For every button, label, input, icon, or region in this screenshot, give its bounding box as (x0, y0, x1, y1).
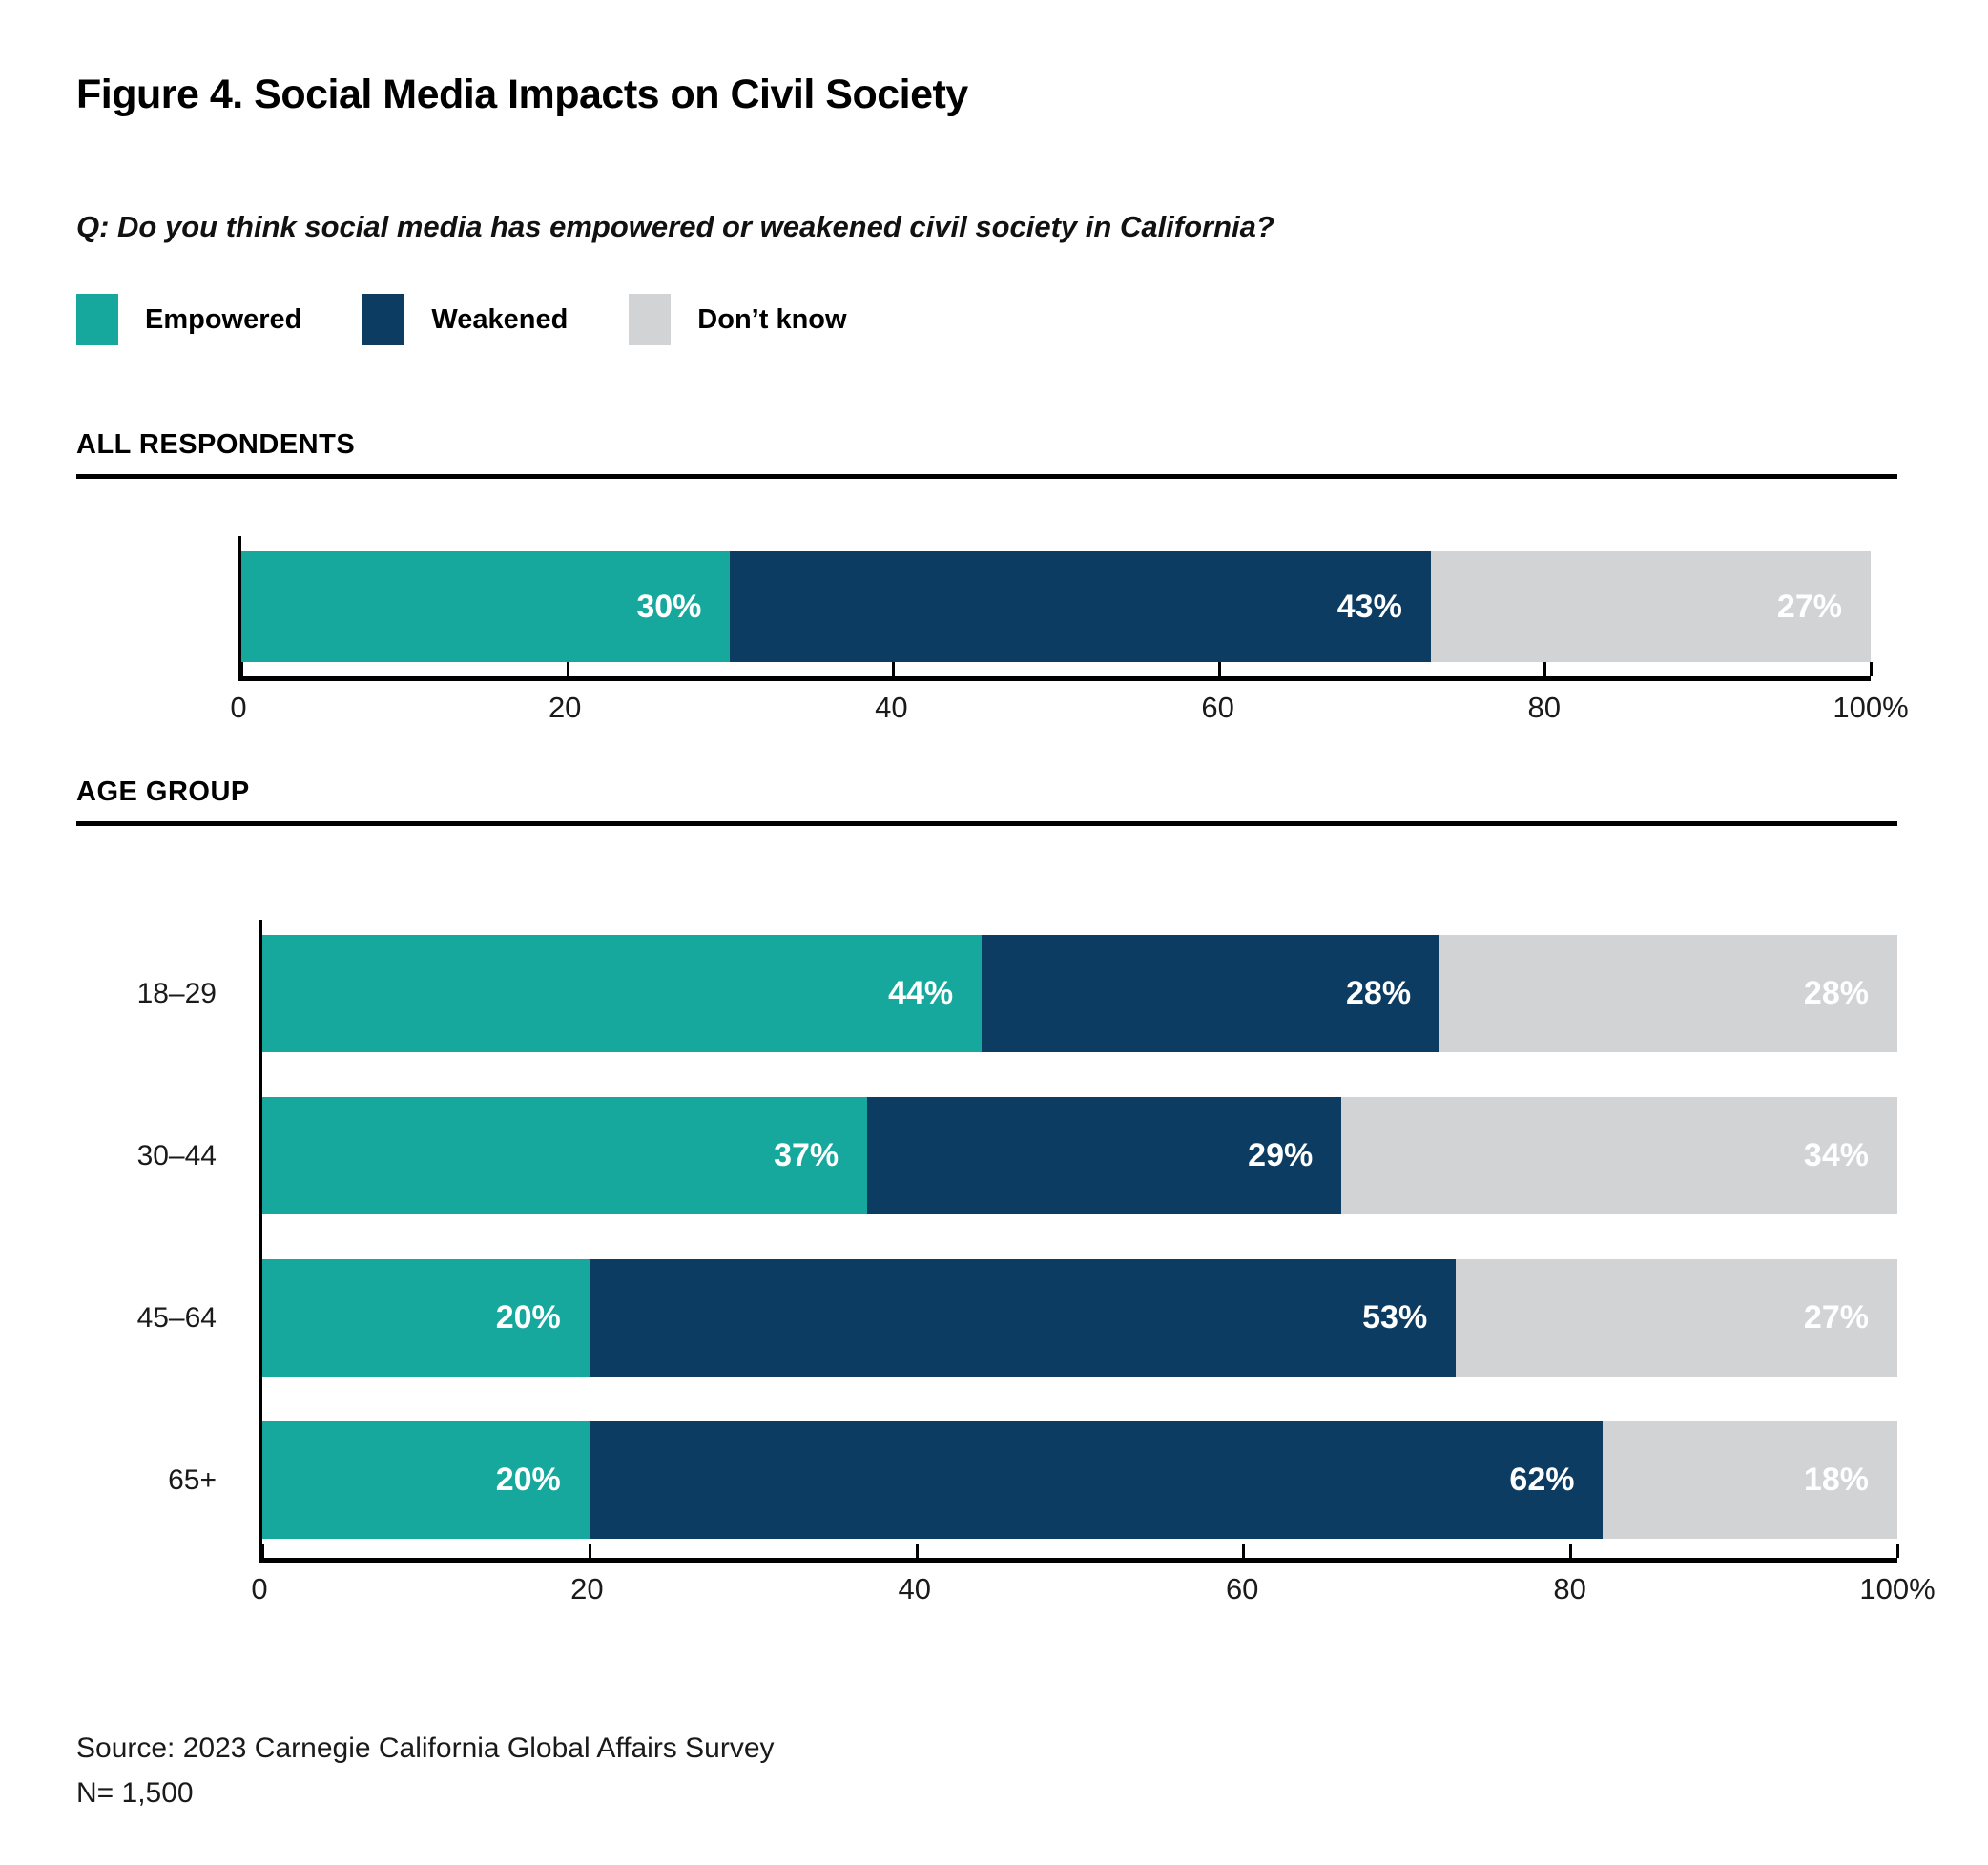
axis-tick (240, 662, 243, 676)
plot-area: 30% 43% 27% (238, 536, 1873, 681)
bar-row: 30% 43% 27% (241, 551, 1871, 662)
bar-value-label: 43% (1336, 588, 1402, 625)
bar-value-label: 30% (636, 588, 702, 625)
bar-value-label: 62% (1509, 1461, 1575, 1498)
source-block: Source: 2023 Carnegie California Global … (76, 1727, 1897, 1815)
axis-tick (1242, 1544, 1246, 1558)
source-note: Source: 2023 Carnegie California Global … (76, 1732, 775, 1764)
bar-value-label: 28% (1346, 975, 1412, 1011)
axis-tick (915, 1544, 919, 1558)
legend-swatch-weakened (362, 294, 405, 345)
chart-age-group: 18–29 30–44 45–64 65+ 44% 28% 28% 37% 29% 34% 20%… (76, 920, 1936, 1620)
x-axis-labels: 0 20 40 60 80 100% (251, 1572, 1935, 1620)
axis-tick (588, 1544, 591, 1558)
bar-row: 37% 29% 34% (262, 1097, 1897, 1214)
bar-segment-weakened: 53% (589, 1259, 1457, 1377)
bar-value-label: 44% (888, 975, 954, 1011)
bar-value-label: 34% (1803, 1137, 1869, 1173)
category-label (76, 551, 238, 662)
axis-tick (1569, 1544, 1573, 1558)
x-axis-labels: 0 20 40 60 80 100% (230, 691, 1908, 738)
bar-row: 20% 62% 18% (262, 1421, 1897, 1539)
bar-value-label: 37% (774, 1137, 839, 1173)
bar-value-label: 18% (1803, 1461, 1869, 1498)
axis-tick-label: 0 (230, 691, 247, 724)
section-all-respondents: ALL RESPONDENTS 30% 43% 27% 0 20 40 60 80 100% (76, 429, 1909, 738)
axis-tick (566, 662, 569, 676)
bar-segment-weakened: 29% (867, 1097, 1342, 1214)
axis-tick-label: 40 (898, 1572, 932, 1606)
axis-tick-label: 0 (251, 1572, 268, 1606)
bar-segment-dont-know: 28% (1439, 935, 1897, 1052)
axis-tick-label: 40 (875, 691, 908, 724)
bar-segment-weakened: 62% (589, 1421, 1604, 1539)
legend-label-dont-know: Don’t know (697, 303, 847, 335)
axis-tick (1870, 662, 1873, 676)
chart-body: 30% 43% 27% (76, 536, 1897, 681)
legend-label-empowered: Empowered (145, 303, 302, 335)
axis-tick (892, 662, 896, 676)
bar-segment-empowered: 20% (262, 1259, 590, 1377)
axis-tick-label: 80 (1553, 1572, 1586, 1606)
bar-segment-dont-know: 27% (1456, 1259, 1897, 1377)
axis-tick (1543, 662, 1547, 676)
chart-all-respondents: 30% 43% 27% 0 20 40 60 80 100% (76, 536, 1909, 738)
axis-tick-label: 80 (1527, 691, 1562, 724)
axis-tick-label: 60 (1225, 1572, 1259, 1606)
legend-item-dont-know: Don’t know (629, 294, 847, 345)
category-label: 45–64 (136, 1301, 217, 1334)
bar-segment-empowered: 30% (241, 551, 731, 662)
section-header-all-respondents: ALL RESPONDENTS (76, 429, 1897, 479)
bar-segment-empowered: 44% (262, 935, 983, 1052)
bar-value-label: 27% (1776, 588, 1842, 625)
legend-item-weakened: Weakened (362, 294, 568, 345)
bar-segment-dont-know: 34% (1341, 1097, 1897, 1214)
axis-tick-label: 100% (1833, 691, 1909, 724)
chart-body: 18–29 30–44 45–64 65+ 44% 28% 28% 37% 29% 34% 20%… (76, 920, 1899, 1563)
axis-tick (261, 1544, 264, 1558)
bar-value-label: 27% (1803, 1299, 1869, 1336)
bar-rows: 44% 28% 28% 37% 29% 34% 20% 53% 27% 20% 62% 18% (262, 935, 1897, 1539)
axis-tick-label: 60 (1201, 691, 1234, 724)
bar-value-label: 20% (495, 1461, 561, 1498)
legend-label-weakened: Weakened (431, 303, 569, 335)
category-labels-column (76, 536, 238, 681)
bar-segment-empowered: 20% (262, 1421, 590, 1539)
bar-value-label: 20% (495, 1299, 561, 1336)
bar-value-label: 53% (1362, 1299, 1428, 1336)
bar-segment-weakened: 43% (730, 551, 1431, 662)
survey-question: Q: Do you think social media has empower… (76, 210, 1274, 243)
axis-tick (1217, 662, 1221, 676)
bar-segment-dont-know: 18% (1603, 1421, 1897, 1539)
bar-segment-weakened: 28% (982, 935, 1440, 1052)
category-label: 65+ (168, 1463, 217, 1496)
section-header-age-group: AGE GROUP (76, 777, 1897, 826)
category-label: 18–29 (136, 977, 217, 1009)
bar-row: 44% 28% 28% (262, 935, 1897, 1052)
category-label: 30–44 (136, 1139, 217, 1171)
page-title: Figure 4. Social Media Impacts on Civil … (76, 72, 968, 117)
category-labels-column: 18–29 30–44 45–64 65+ (76, 920, 259, 1563)
bar-segment-dont-know: 27% (1430, 551, 1871, 662)
bar-rows: 30% 43% 27% (241, 551, 1871, 662)
axis-tick-label: 20 (570, 1572, 604, 1606)
legend-swatch-dont-know (629, 294, 672, 345)
bar-row: 20% 53% 27% (262, 1259, 1897, 1377)
legend-item-empowered: Empowered (76, 294, 301, 345)
axis-tick (1896, 1544, 1899, 1558)
axis-tick-label: 100% (1859, 1572, 1936, 1606)
bar-segment-empowered: 37% (262, 1097, 868, 1214)
bar-value-label: 28% (1803, 975, 1869, 1011)
axis-tick-label: 20 (548, 691, 582, 724)
legend: Empowered Weakened Don’t know (76, 294, 1897, 345)
bar-value-label: 29% (1248, 1137, 1314, 1173)
section-age-group: AGE GROUP 18–29 30–44 45–64 65+ 44% 28% 28% 37… (76, 777, 1936, 1620)
legend-swatch-empowered (76, 294, 118, 345)
plot-area: 44% 28% 28% 37% 29% 34% 20% 53% 27% 20% 62% 18% (259, 920, 1899, 1563)
sample-size: N= 1,500 (76, 1776, 194, 1809)
